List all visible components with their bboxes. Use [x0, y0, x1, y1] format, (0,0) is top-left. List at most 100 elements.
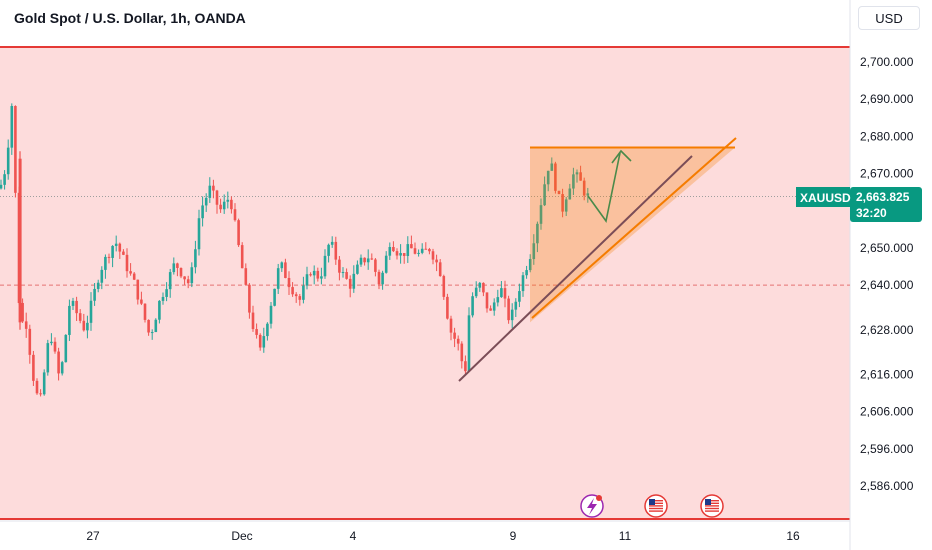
x-tick-label: 4	[350, 529, 357, 543]
candle-body	[474, 287, 478, 297]
candle-body	[147, 319, 150, 333]
y-tick-label: 2,640.000	[860, 278, 914, 292]
candle-body	[230, 199, 233, 210]
candle-body	[312, 270, 316, 276]
symbol-label-bg	[796, 187, 850, 207]
candle-body	[478, 282, 482, 288]
candle-body	[168, 272, 172, 290]
candle-body	[374, 259, 377, 272]
candle-body	[446, 296, 449, 319]
y-tick-label: 2,586.000	[860, 479, 914, 493]
candle-body	[388, 246, 392, 256]
flag-stripe	[705, 500, 719, 502]
candle-body	[6, 147, 10, 175]
candle-body	[500, 288, 503, 298]
candle-body	[118, 243, 122, 252]
triangle-support-line	[531, 137, 737, 319]
candle-body	[46, 343, 50, 373]
candle-body	[377, 271, 381, 285]
x-tick-label: 16	[786, 529, 800, 543]
candle-body	[237, 220, 240, 246]
candle-body	[532, 243, 536, 260]
candle-body	[417, 252, 420, 254]
flag-stripe	[649, 502, 663, 504]
candle-body	[449, 318, 453, 333]
flag-stripe	[649, 507, 663, 510]
candle-body	[507, 298, 510, 321]
candle-body	[363, 257, 366, 263]
flag-stripe	[649, 510, 663, 512]
candle-body	[420, 248, 424, 253]
x-tick-label: Dec	[231, 529, 252, 543]
candle-body	[190, 267, 194, 284]
candle-body	[370, 258, 374, 260]
candle-body	[320, 276, 323, 279]
candle-body	[183, 276, 186, 280]
y-tick-label: 2,628.000	[860, 323, 914, 337]
candle-body	[233, 209, 237, 221]
currency-selector[interactable]: USD	[858, 6, 920, 30]
candle-body	[410, 244, 413, 249]
candle-body	[64, 334, 68, 363]
flag-stripe	[649, 500, 663, 502]
candle-body	[114, 243, 118, 246]
countdown-label: 32:20	[856, 206, 887, 220]
candle-body	[413, 248, 417, 254]
candle-body	[248, 284, 251, 313]
candle-body	[453, 332, 456, 339]
candle-body	[431, 251, 435, 260]
projection-arrow-path	[587, 152, 621, 223]
candle-body	[215, 190, 219, 205]
candle-body	[402, 253, 406, 256]
candle-body	[172, 263, 176, 273]
candle-body	[89, 300, 93, 323]
candle-body	[503, 288, 507, 299]
candle-body	[485, 292, 489, 309]
candle-body	[575, 172, 579, 175]
y-tick-label: 2,670.000	[860, 167, 914, 181]
candle-body	[384, 255, 388, 273]
flag-stripe	[705, 510, 719, 512]
candle-body	[302, 285, 305, 300]
candle-body	[266, 323, 269, 337]
candle-body	[586, 193, 590, 196]
candle-body	[100, 269, 104, 283]
candle-body	[352, 273, 356, 289]
candle-body	[528, 259, 532, 271]
y-tick-label: 2,690.000	[860, 92, 914, 106]
candle-body	[348, 278, 352, 289]
flag-stripe	[705, 505, 719, 507]
candle-body	[568, 188, 572, 200]
candle-body	[68, 305, 71, 335]
candle-body	[294, 294, 298, 297]
candle-body	[158, 300, 161, 320]
projection-arrow-head	[611, 149, 632, 164]
candle-body	[212, 185, 215, 191]
candle-body	[323, 255, 327, 277]
candle-body	[136, 279, 140, 300]
candle-body	[96, 282, 100, 289]
ascending-trendline	[458, 155, 693, 382]
candle-body	[359, 257, 363, 265]
y-tick-label: 2,680.000	[860, 129, 914, 143]
candle-body	[186, 279, 190, 284]
candle-body	[194, 249, 197, 268]
candle-body	[518, 291, 521, 302]
candle-body	[161, 296, 165, 301]
candle-body	[269, 305, 273, 324]
candle-body	[345, 272, 348, 279]
candle-body	[179, 267, 183, 277]
candle-body	[546, 170, 550, 185]
candle-body	[298, 296, 302, 300]
candle-body	[309, 274, 312, 276]
triangle-pattern-fill	[530, 147, 735, 323]
candle-body	[132, 273, 136, 280]
candle-body	[82, 320, 86, 331]
candle-body	[550, 163, 554, 171]
candle-body	[273, 288, 276, 306]
candle-body	[244, 268, 248, 285]
candle-body	[392, 246, 395, 252]
candle-body	[399, 253, 402, 256]
flag-stripe	[649, 505, 663, 507]
